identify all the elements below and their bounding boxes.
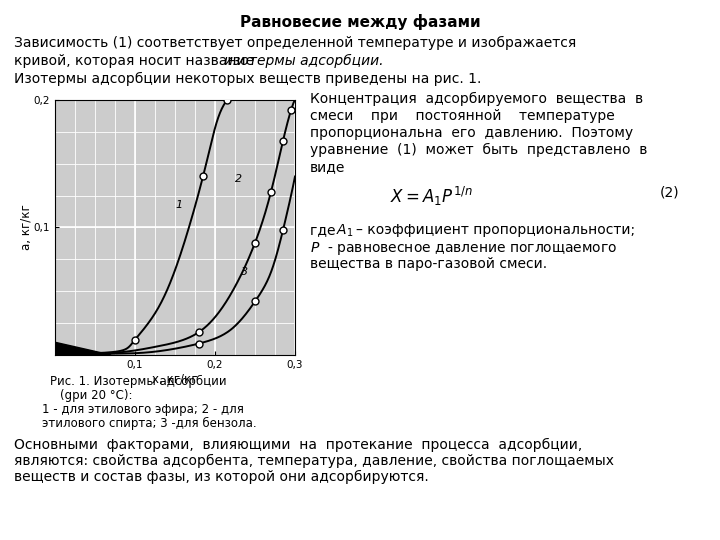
Polygon shape (55, 342, 111, 355)
Text: уравнение  (1)  может  быть  представлено  в: уравнение (1) может быть представлено в (310, 143, 647, 157)
Text: $\mathit{X} = \mathit{A}_1\mathit{P}^{1/n}$: $\mathit{X} = \mathit{A}_1\mathit{P}^{1/… (390, 185, 473, 208)
Text: 3: 3 (241, 267, 248, 277)
Text: 1 - для этилового эфира; 2 - для: 1 - для этилового эфира; 2 - для (42, 403, 244, 416)
Text: изотермы адсорбции.: изотермы адсорбции. (224, 54, 384, 68)
Text: пропорциональна  его  давлению.  Поэтому: пропорциональна его давлению. Поэтому (310, 126, 633, 140)
Text: (2): (2) (660, 185, 680, 199)
Text: Концентрация  адсорбируемого  вещества  в: Концентрация адсорбируемого вещества в (310, 92, 643, 106)
Text: являются: свойства адсорбента, температура, давление, свойства поглощаемых: являются: свойства адсорбента, температу… (14, 454, 614, 468)
Text: веществ и состав фазы, из которой они адсорбируются.: веществ и состав фазы, из которой они ад… (14, 470, 428, 484)
Text: смеси    при    постоянной    температуре: смеси при постоянной температуре (310, 109, 615, 123)
Text: $\mathit{P}$  - равновесное давление поглощаемого: $\mathit{P}$ - равновесное давление погл… (310, 240, 618, 257)
Text: виде: виде (310, 160, 346, 174)
Text: кривой, которая носит название: кривой, которая носит название (14, 54, 258, 68)
Text: где: где (310, 223, 340, 237)
Text: 1: 1 (176, 200, 183, 210)
Text: 2: 2 (235, 174, 243, 184)
Y-axis label: а, кг/кг: а, кг/кг (19, 205, 32, 251)
Text: Зависимость (1) соответствует определенной температуре и изображается: Зависимость (1) соответствует определенн… (14, 36, 576, 50)
Text: вещества в паро-газовой смеси.: вещества в паро-газовой смеси. (310, 257, 547, 271)
X-axis label: х, кг/кг: х, кг/кг (152, 373, 198, 386)
Text: Основными  факторами,  влияющими  на  протекание  процесса  адсорбции,: Основными факторами, влияющими на протек… (14, 438, 582, 452)
Text: Изотермы адсорбции некоторых веществ приведены на рис. 1.: Изотермы адсорбции некоторых веществ при… (14, 72, 482, 86)
Text: (gри 20 °C):: (gри 20 °C): (60, 389, 132, 402)
Text: – коэффициент пропорциональности;: – коэффициент пропорциональности; (356, 223, 635, 237)
Text: Равновесие между фазами: Равновесие между фазами (240, 14, 480, 30)
Text: этилового спирта; 3 -для бензола.: этилового спирта; 3 -для бензола. (42, 417, 256, 430)
Text: Рис. 1. Изотермы адсорбции: Рис. 1. Изотермы адсорбции (50, 375, 227, 388)
Text: $\mathit{A}_1$: $\mathit{A}_1$ (336, 223, 354, 239)
